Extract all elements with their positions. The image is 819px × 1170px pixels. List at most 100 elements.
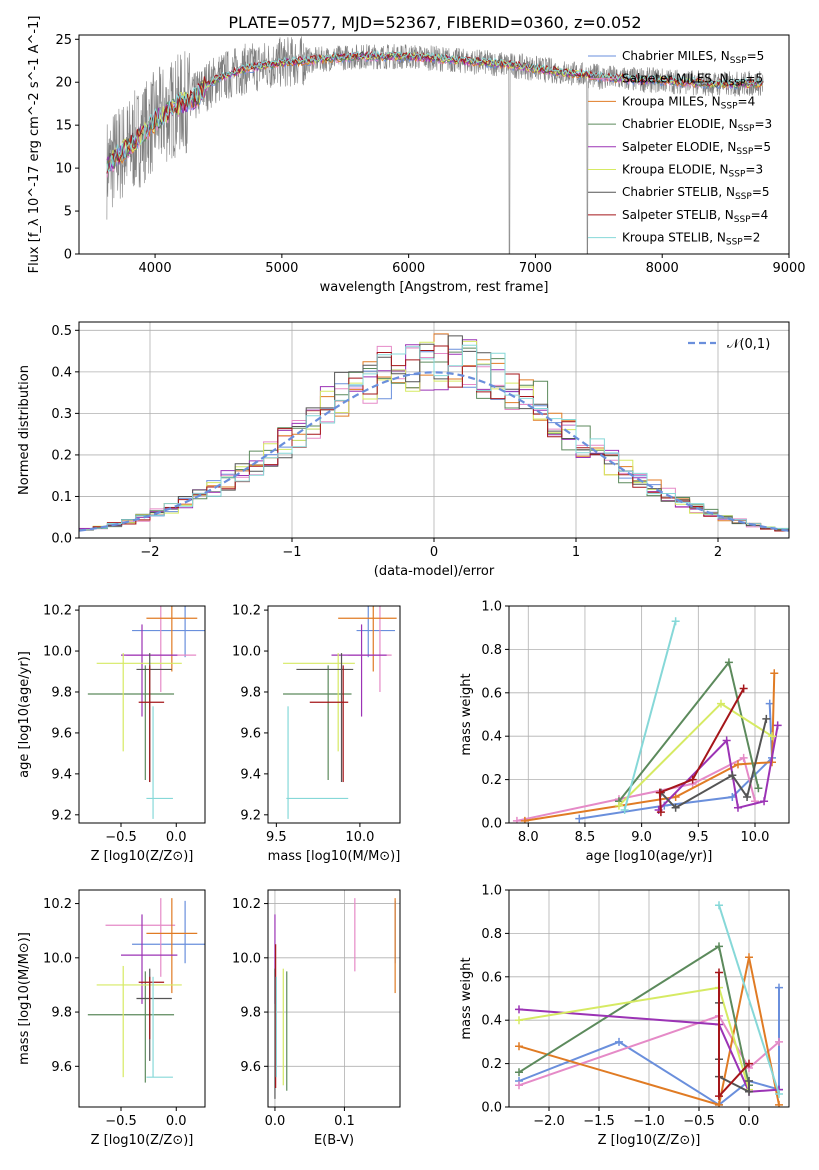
x-tick-label: 5000 [265, 261, 298, 276]
residuals-plot-area [79, 333, 789, 538]
errorbar-point [132, 606, 205, 658]
weight-line [518, 1008, 780, 1093]
x-tick-label: −2 [140, 545, 159, 560]
y-tick-label: 10.0 [232, 645, 261, 660]
x-tick-label: 0.0 [166, 1114, 187, 1129]
y-tick-label: 0.1 [51, 490, 72, 505]
weight-marker [775, 983, 783, 992]
legend-entry-label: Kroupa MILES, NSSP=4 [622, 94, 755, 111]
errorbar-point [138, 976, 165, 1040]
y-tick-label: 9.6 [240, 726, 261, 741]
y-tick-label: 20 [55, 76, 72, 91]
axes-frame [267, 889, 401, 1108]
x-tick-label: −2.0 [533, 1114, 565, 1129]
x-tick-label: 7000 [519, 261, 552, 276]
spectrum-model-line [106, 49, 763, 173]
spectrum-plot-area [106, 36, 764, 254]
weight-marker [671, 792, 680, 801]
y-tick-label: 0.8 [481, 643, 502, 658]
x-tick-label: −1.5 [583, 1114, 615, 1129]
weight-marker [512, 816, 521, 823]
y-tick-label: 0.4 [481, 730, 502, 745]
y-tick-label: 10.0 [43, 951, 72, 966]
errorbar-point [132, 900, 205, 964]
mass_vs_EBV-plot-area [274, 898, 396, 1099]
errorbar-point [146, 606, 198, 672]
y-tick-label: 0.0 [481, 817, 502, 832]
errorbar-point [296, 653, 354, 783]
x-tick-label: 1 [572, 545, 580, 560]
weight-marker [716, 699, 725, 708]
legend-entry-label: 𝒩(0,1) [727, 337, 770, 352]
age_vs_mass-panel: 9.5 10.0 9.2 9.4 9.6 9.8 10.0 10.2 mass [log10(M… [232, 604, 401, 864]
errorbar-point [348, 606, 392, 692]
weight-marker [515, 1042, 523, 1051]
x-tick-label: 9.5 [266, 830, 287, 845]
mass_vs_Z-panel: −0.5 0.0 9.6 9.8 10.0 10.2 Z [log10(Z/Z⊙)] mass… [17, 889, 206, 1148]
y-tick-label: 9.2 [51, 808, 72, 823]
y-tick-label: 10.2 [43, 604, 72, 619]
weight-marker [575, 814, 584, 823]
weight-marker [760, 797, 769, 806]
y-axis-label: mass weight [459, 673, 474, 755]
x-axis-label: (data-model)/error [374, 564, 495, 579]
weight-marker [715, 1100, 723, 1107]
y-tick-label: 9.8 [240, 1006, 261, 1021]
weight-line [718, 904, 780, 1095]
y-tick-label: 25 [55, 33, 72, 48]
errorbar-point [126, 606, 197, 692]
x-tick-label: 0 [430, 545, 438, 560]
weight-marker [728, 792, 737, 801]
massweight_vs_age-plot-area [512, 617, 782, 823]
errorbar-point [87, 971, 175, 1083]
residuals-panel: −2 −1 0 1 2 0.0 0.1 0.2 0.3 0.4 0.5 (data-model)/er… [17, 321, 790, 579]
x-tick-label: 0.0 [166, 830, 187, 845]
y-tick-label: 15 [55, 119, 72, 134]
spectrum-model-line [106, 50, 764, 174]
weight-marker [739, 753, 748, 762]
weight-marker [615, 1037, 623, 1046]
x-axis-label: wavelength [Angstrom, rest frame] [320, 280, 549, 295]
y-axis-label: mass [log10(M/M⊙)] [17, 932, 32, 1065]
errorbar-point [309, 665, 349, 783]
weight-marker [515, 1068, 523, 1077]
weight-marker [739, 684, 748, 693]
y-tick-label: 10.2 [232, 604, 261, 619]
weight-marker [754, 784, 763, 793]
weight-marker [745, 953, 753, 962]
weight-marker [745, 1087, 753, 1096]
weight-marker [743, 792, 752, 801]
y-tick-label: 10.2 [43, 897, 72, 912]
errorbar-point [356, 606, 395, 658]
legend-entry-label: Kroupa STELIB, NSSP=2 [622, 231, 760, 248]
y-tick-label: 9.6 [240, 1060, 261, 1075]
y-tick-label: 5 [64, 205, 72, 220]
y-axis-label: Normed distribution [17, 365, 32, 495]
weight-marker [762, 714, 771, 723]
x-tick-label: 9000 [772, 261, 805, 276]
legend-entry-label: Chabrier ELODIE, NSSP=3 [622, 117, 772, 134]
legend-entry-label: Salpeter MILES, NSSP=5 [622, 72, 763, 89]
y-tick-label: 9.6 [51, 726, 72, 741]
massweight_vs_Z-panel: −2.0 −1.5 −1.0 −0.5 0.0 0.0 0.2 0.4 0.6 0.8 1.0 Z [… [459, 884, 790, 1148]
errorbar-point [338, 606, 397, 672]
weight-marker [520, 816, 529, 823]
y-tick-label: 0.4 [481, 1014, 502, 1029]
mass_vs_Z-plot-area [87, 898, 205, 1083]
histogram-step [79, 344, 789, 538]
y-tick-label: 9.8 [51, 1006, 72, 1021]
x-tick-label: −1.0 [633, 1114, 665, 1129]
x-tick-label: 8.0 [518, 830, 539, 845]
x-tick-label: 2 [714, 545, 722, 560]
y-tick-label: 9.2 [240, 808, 261, 823]
x-tick-label: 10.0 [345, 830, 374, 845]
x-tick-label: 10.0 [741, 830, 770, 845]
massweight_vs_Z-plot-area [515, 901, 783, 1107]
x-axis-label: Z [log10(Z/Z⊙)] [91, 849, 194, 864]
weight-marker [728, 771, 737, 780]
weight-marker [671, 617, 680, 626]
weight-line [623, 620, 677, 811]
weight-marker [656, 808, 665, 817]
y-tick-label: 9.6 [51, 1060, 72, 1075]
y-tick-label: 0.6 [481, 686, 502, 701]
